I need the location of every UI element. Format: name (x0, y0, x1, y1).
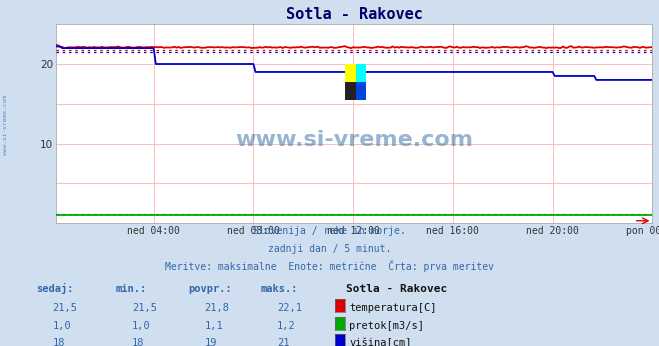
Text: 21,8: 21,8 (204, 303, 229, 313)
Text: 21,5: 21,5 (53, 303, 78, 313)
Text: 21: 21 (277, 338, 289, 346)
Text: 1,2: 1,2 (277, 321, 295, 331)
Text: min.:: min.: (115, 284, 146, 294)
FancyBboxPatch shape (345, 82, 356, 100)
FancyBboxPatch shape (345, 64, 356, 82)
Text: pretok[m3/s]: pretok[m3/s] (349, 321, 424, 331)
Text: sedaj:: sedaj: (36, 283, 74, 294)
Text: temperatura[C]: temperatura[C] (349, 303, 437, 313)
Text: 1,0: 1,0 (132, 321, 150, 331)
Text: www.si-vreme.com: www.si-vreme.com (3, 94, 8, 155)
Text: 21,5: 21,5 (132, 303, 157, 313)
Text: 18: 18 (132, 338, 144, 346)
Text: Slovenija / reke in morje.: Slovenija / reke in morje. (253, 226, 406, 236)
Text: www.si-vreme.com: www.si-vreme.com (235, 130, 473, 149)
Title: Sotla - Rakovec: Sotla - Rakovec (286, 7, 422, 22)
Text: maks.:: maks.: (260, 284, 298, 294)
Text: Meritve: maksimalne  Enote: metrične  Črta: prva meritev: Meritve: maksimalne Enote: metrične Črta… (165, 260, 494, 272)
Text: zadnji dan / 5 minut.: zadnji dan / 5 minut. (268, 244, 391, 254)
Text: 18: 18 (53, 338, 65, 346)
Text: Sotla - Rakovec: Sotla - Rakovec (346, 284, 447, 294)
Text: povpr.:: povpr.: (188, 284, 231, 294)
FancyBboxPatch shape (356, 82, 366, 100)
Text: 1,1: 1,1 (204, 321, 223, 331)
Text: 19: 19 (204, 338, 217, 346)
Text: višina[cm]: višina[cm] (349, 338, 412, 346)
Text: 1,0: 1,0 (53, 321, 71, 331)
FancyBboxPatch shape (356, 64, 366, 82)
Text: 22,1: 22,1 (277, 303, 302, 313)
